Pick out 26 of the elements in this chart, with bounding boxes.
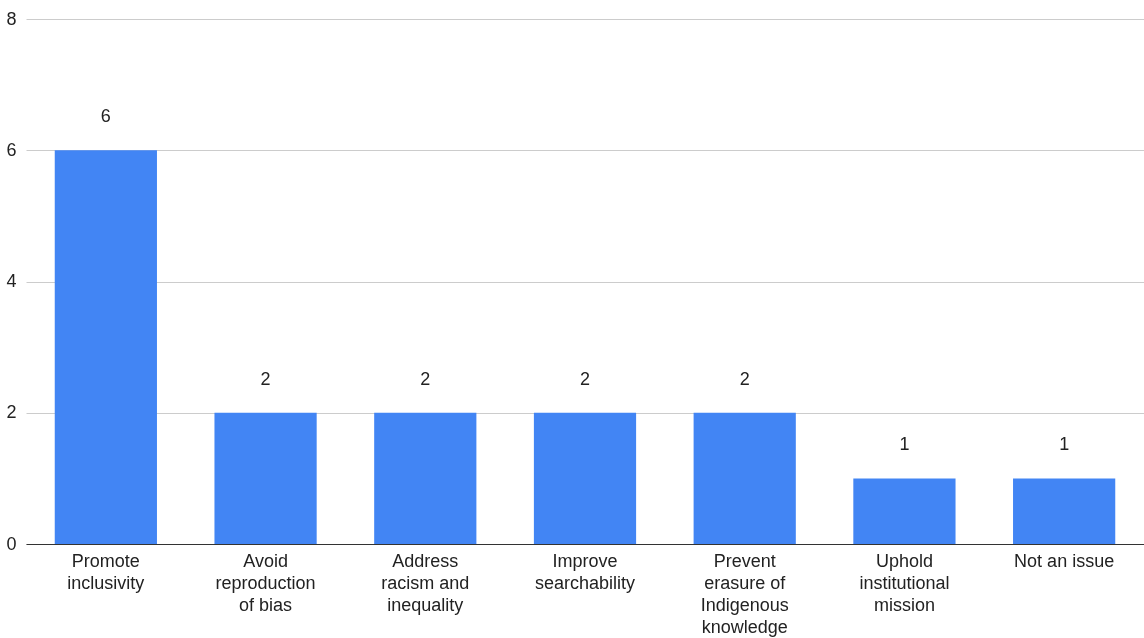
data-label: 2 <box>579 368 591 389</box>
y-tick-label: 2 <box>6 402 17 423</box>
data-label: 2 <box>260 368 271 389</box>
data-label: 1 <box>899 434 910 455</box>
bar <box>214 412 317 544</box>
bar <box>54 150 157 544</box>
x-tick-label: Address racism and inequality <box>381 550 470 615</box>
x-tick-label: Avoid reproduction of bias <box>215 550 316 615</box>
x-tick-label: Promote inclusivity <box>67 550 145 593</box>
data-label: 6 <box>100 106 111 127</box>
y-tick-label: 8 <box>6 8 17 29</box>
data-label: 2 <box>739 368 750 389</box>
bar <box>853 478 956 544</box>
x-tick-label: Prevent erasure of Indigenous knowledge <box>700 550 789 637</box>
y-tick-label: 0 <box>6 533 17 554</box>
x-tick-label: Not an issue <box>1014 550 1115 571</box>
x-tick-label: Improve searchability <box>534 550 636 593</box>
bar <box>693 412 796 544</box>
bar <box>533 412 637 544</box>
bar <box>1013 478 1116 544</box>
bar <box>374 412 477 544</box>
y-tick-label: 4 <box>6 271 17 291</box>
data-label: 2 <box>420 368 431 389</box>
data-label: 1 <box>1059 434 1070 455</box>
y-tick-label: 6 <box>6 139 17 160</box>
x-tick-label: Uphold institutional mission <box>859 550 950 615</box>
